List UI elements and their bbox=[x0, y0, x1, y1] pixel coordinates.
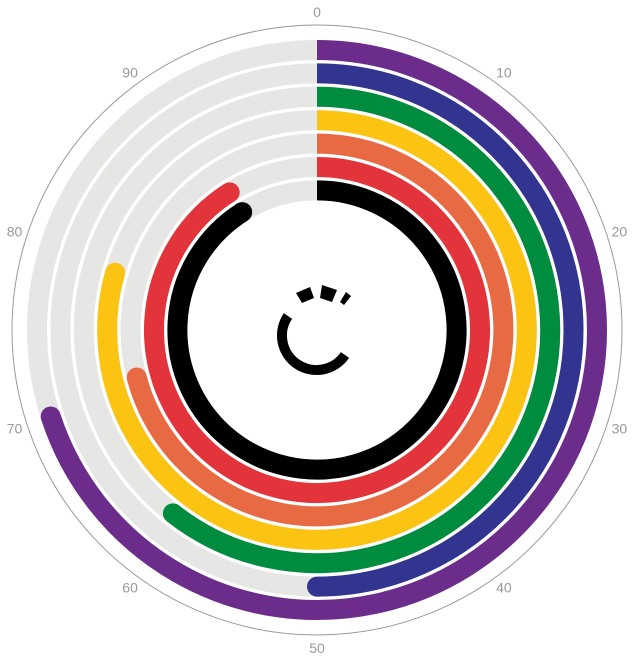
tick-label: 90 bbox=[122, 65, 138, 81]
tick-label: 10 bbox=[496, 65, 512, 81]
bar-purple bbox=[41, 40, 607, 620]
bar-navy bbox=[316, 63, 584, 597]
bar-end-cap-green bbox=[162, 503, 183, 524]
bar-orange bbox=[127, 133, 514, 527]
bar-end-cap-orange bbox=[126, 367, 147, 388]
bar-end-cap-red bbox=[219, 182, 240, 203]
bar-green bbox=[166, 86, 561, 574]
bar-black bbox=[167, 180, 467, 480]
bar-end-cap-purple bbox=[40, 406, 61, 427]
bar-end-cap-black bbox=[232, 202, 253, 223]
tick-label: 70 bbox=[7, 420, 23, 436]
outer-axis-circle bbox=[11, 24, 623, 636]
tick-label: 20 bbox=[612, 224, 628, 240]
bar-yellow bbox=[97, 110, 537, 550]
tick-label: 50 bbox=[309, 640, 325, 656]
center-logo bbox=[277, 285, 351, 376]
tick-label: 30 bbox=[612, 420, 628, 436]
bar-red bbox=[144, 157, 490, 503]
bar-end-cap-yellow bbox=[105, 262, 126, 283]
tick-label: 60 bbox=[122, 579, 138, 595]
tick-label: 40 bbox=[496, 579, 512, 595]
bar-end-cap-navy bbox=[307, 576, 327, 597]
tick-label: 80 bbox=[7, 224, 23, 240]
tick-label: 0 bbox=[313, 4, 321, 20]
